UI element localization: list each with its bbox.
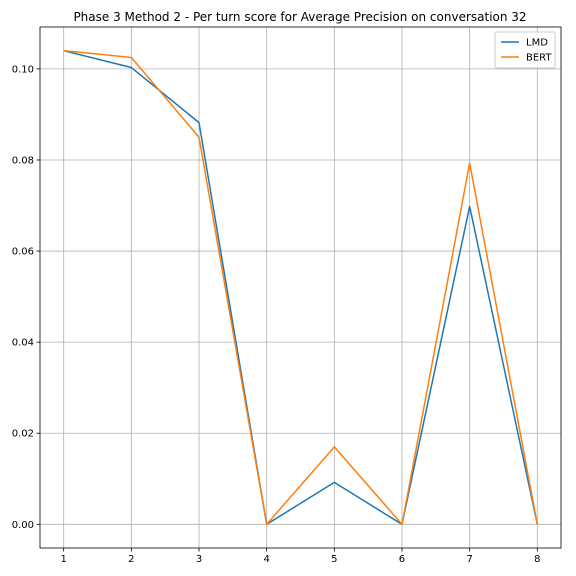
x-tick-label: 2 [128, 554, 134, 565]
legend-label-bert: BERT [526, 53, 552, 64]
y-axis: 0.00 0.02 0.04 0.06 0.08 0.10 [12, 64, 40, 531]
legend: LMD BERT [494, 31, 556, 69]
y-tick-label: 0.00 [12, 520, 34, 531]
series-line-lmd [63, 49, 539, 526]
legend-box [494, 31, 556, 69]
legend-label-lmd: LMD [526, 38, 548, 49]
x-tick-label: 7 [466, 554, 472, 565]
grid [40, 27, 561, 548]
x-tick-label: 4 [263, 554, 269, 565]
x-tick-label: 8 [534, 554, 540, 565]
series-line-bert [63, 49, 539, 526]
y-tick-label: 0.08 [12, 155, 34, 166]
x-axis: 1 2 3 4 5 6 7 8 [60, 548, 541, 565]
series-lines [63, 49, 539, 526]
x-tick-label: 6 [399, 554, 405, 565]
x-tick-label: 1 [60, 554, 66, 565]
y-tick-label: 0.06 [12, 247, 34, 258]
plot-frame [39, 26, 562, 549]
y-tick-label: 0.02 [12, 429, 34, 440]
x-tick-label: 5 [331, 554, 337, 565]
x-tick-label: 3 [196, 554, 202, 565]
chart-title: Phase 3 Method 2 - Per turn score for Av… [73, 10, 526, 24]
y-tick-label: 0.04 [12, 338, 34, 349]
y-tick-label: 0.10 [12, 64, 34, 75]
